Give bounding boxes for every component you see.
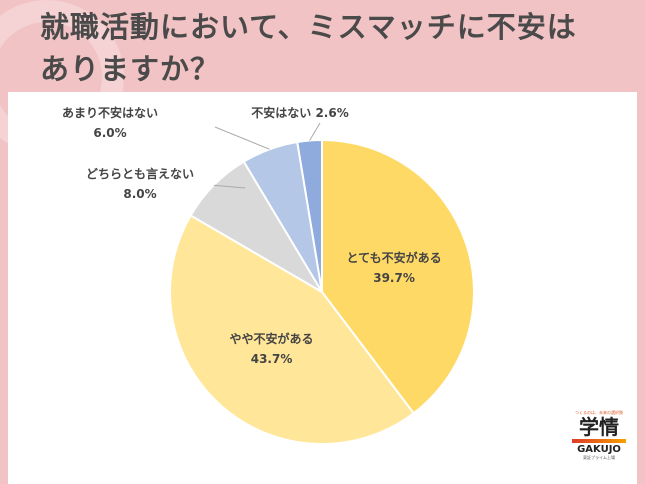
logo-name-en: GAKUJO [577,444,621,455]
slice-value: 8.0% [123,187,156,201]
logo-bar [572,439,626,443]
slice-value: 43.7% [251,352,293,366]
pie-slice [321,138,475,415]
page-title: 就職活動において、ミスマッチに不安は ありますか？ [40,6,577,90]
pie-slice [169,214,416,445]
title-line-1: 就職活動において、ミスマッチに不安は [40,10,577,44]
logo-tagline: つくるのは、未来の選択肢 [575,410,623,415]
slice-label: とても不安がある [347,250,442,265]
slice-label: やや不安がある [230,331,314,346]
slice-label: 不安はない 2.6% [251,105,348,120]
logo-sub: 東証プライム上場 [583,455,615,460]
slice-value: 6.0% [93,126,126,140]
logo-name: 学情 [579,415,619,439]
leader-line [213,184,246,189]
slice-value: 39.7% [373,271,415,285]
slice-label: あまり不安はない [62,105,158,120]
gakujo-logo: つくるのは、未来の選択肢 学情 GAKUJO 東証プライム上場 [568,406,630,478]
leader-line [309,122,321,141]
slice-label: どちらとも言えない [86,166,194,181]
leader-line [214,126,270,150]
pie-slice [296,138,323,293]
title-line-2: ありますか？ [40,52,221,86]
